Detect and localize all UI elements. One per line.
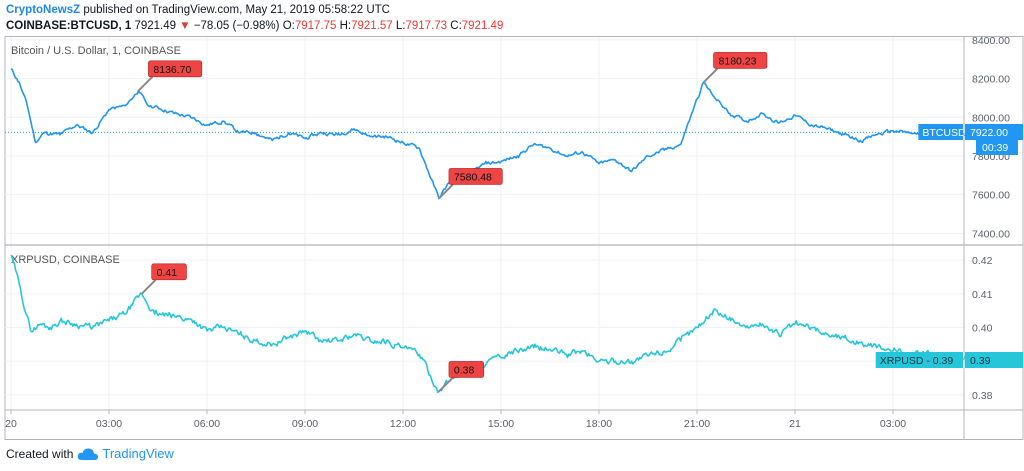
series-name-tag — [918, 124, 963, 140]
annotation-label: 8180.23 — [719, 55, 757, 67]
series-line-btcusd[interactable] — [10, 68, 976, 200]
open-label: O: — [282, 20, 295, 32]
y-tick-label: 0.38 — [972, 390, 993, 402]
axis-price-label: 0.39 — [970, 355, 991, 367]
axis-price-label: 7922.00 — [970, 127, 1008, 139]
y-tick-label: 8200.00 — [972, 74, 1010, 86]
publish-info: CryptoNewsZ published on TradingView.com… — [6, 4, 390, 16]
change-value: −78.05 (−0.98%) — [193, 20, 280, 32]
annotation-label: 0.41 — [157, 267, 178, 279]
countdown-tag — [976, 140, 1018, 155]
annotation-pointer — [140, 279, 157, 295]
published-text: published on TradingView.com, May 21, 20… — [83, 4, 390, 16]
countdown-label: 00:39 — [982, 142, 1008, 154]
x-tick-label: 09:00 — [292, 418, 318, 430]
created-with-text: Created with — [6, 446, 74, 461]
last-price: 7921.49 — [134, 20, 177, 32]
price-chart[interactable]: 8400.008200.008000.007800.007600.007400.… — [0, 36, 1024, 440]
annotation-pointer — [702, 67, 719, 84]
series-name-label: BTCUSD — [922, 127, 966, 139]
symbol-line: COINBASE:BTCUSD, 1 — [6, 20, 132, 32]
y-tick-label: 0.40 — [972, 323, 993, 335]
x-tick-label: 12:00 — [390, 418, 416, 430]
cloud-icon — [78, 447, 99, 460]
axis-price-tag — [965, 352, 1023, 368]
tradingview-brand: TradingView — [102, 446, 174, 461]
series-name-label: XRPUSD - 0.39 — [880, 355, 954, 367]
annotation-callout[interactable] — [713, 52, 768, 69]
footer: Created with TradingView — [6, 446, 174, 461]
y-tick-label: 0.41 — [972, 289, 993, 301]
annotation-callout[interactable] — [448, 168, 503, 185]
low-label: L: — [395, 20, 406, 32]
annotation-callout[interactable] — [151, 263, 187, 281]
x-tick-label: 21 — [789, 418, 801, 430]
low-value: 7917.73 — [405, 20, 448, 32]
annotation-label: 7580.48 — [454, 171, 492, 183]
x-tick-label: 18:00 — [586, 418, 612, 430]
annotation-callout[interactable] — [448, 361, 485, 378]
x-tick-label: 06:00 — [194, 418, 220, 430]
author-name[interactable]: CryptoNewsZ — [6, 4, 81, 16]
x-tick-label: 03:00 — [880, 418, 906, 430]
annotation-label: 0.38 — [454, 364, 475, 376]
annotation-pointer — [438, 376, 454, 393]
symbol-info: COINBASE:BTCUSD, 1 7921.49 ▼ −78.05 (−0.… — [6, 20, 503, 32]
panel-title: XRPUSD, COINBASE — [11, 254, 120, 266]
tradingview-logo[interactable]: TradingView — [77, 446, 174, 461]
open-value: 7917.75 — [294, 20, 337, 32]
panel-title: Bitcoin / U.S. Dollar, 1, COINBASE — [11, 45, 181, 57]
close-label: C: — [450, 20, 462, 32]
close-value: 7921.49 — [461, 20, 504, 32]
x-tick-label: 15:00 — [488, 418, 514, 430]
x-tick-label: 21:00 — [684, 418, 710, 430]
annotation-label: 8136.70 — [153, 64, 191, 76]
annotation-pointer — [438, 183, 454, 200]
annotation-pointer — [137, 76, 154, 92]
change-down-icon: ▼ — [179, 20, 191, 32]
axis-price-tag — [965, 124, 1023, 140]
x-tick-label: 20 — [5, 418, 17, 430]
y-tick-label: 7600.00 — [972, 190, 1010, 202]
y-tick-label: 8400.00 — [972, 36, 1010, 47]
annotation-callout[interactable] — [148, 60, 203, 78]
y-tick-label: 7400.00 — [972, 228, 1010, 240]
y-tick-label: 0.42 — [972, 255, 993, 267]
series-line-xrpusd[interactable] — [10, 254, 976, 394]
x-tick-label: 03:00 — [96, 418, 122, 430]
y-tick-label: 8000.00 — [972, 112, 1010, 124]
high-label: H: — [339, 20, 352, 32]
high-value: 7921.57 — [351, 20, 393, 32]
series-name-tag — [875, 352, 963, 368]
chart-frame — [4, 36, 1024, 440]
